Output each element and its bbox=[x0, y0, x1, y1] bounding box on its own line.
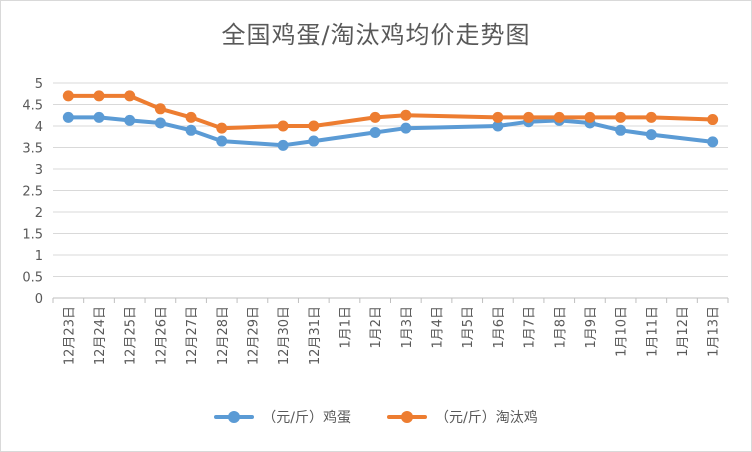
data-point-0 bbox=[615, 124, 627, 136]
y-tick-label: 2.5 bbox=[22, 185, 43, 200]
data-point-1 bbox=[62, 90, 74, 102]
x-tick-label: 12月29日 bbox=[246, 306, 261, 365]
data-point-1 bbox=[615, 111, 627, 123]
data-point-1 bbox=[584, 111, 596, 123]
data-point-0 bbox=[645, 129, 657, 141]
x-tick-label: 12月26日 bbox=[154, 306, 169, 365]
series-lines bbox=[62, 90, 719, 151]
legend-swatch-culled-hens bbox=[387, 411, 427, 423]
data-point-0 bbox=[400, 122, 412, 134]
x-tick-label: 1月3日 bbox=[400, 306, 415, 349]
x-axis-ticks: 12月23日 12月24日 12月25日 12月26日 12月27日 12月28日 12月2… bbox=[62, 306, 721, 365]
data-point-1 bbox=[369, 111, 381, 123]
data-point-1 bbox=[124, 90, 136, 102]
legend-label-culled-hens: （元/斤）淘汰鸡 bbox=[435, 410, 538, 426]
x-tick-label: 12月28日 bbox=[216, 306, 231, 365]
y-tick-label: 3.5 bbox=[22, 142, 43, 157]
legend-swatch-eggs bbox=[214, 411, 255, 423]
x-tick-label: 1月10日 bbox=[615, 306, 630, 357]
data-point-1 bbox=[154, 103, 166, 115]
data-point-1 bbox=[216, 122, 228, 134]
data-point-0 bbox=[216, 135, 228, 147]
legend-label-eggs: （元/斤）鸡蛋 bbox=[262, 410, 351, 426]
x-tick-label: 1月7日 bbox=[523, 306, 538, 349]
data-point-1 bbox=[707, 114, 719, 126]
x-tick-label: 1月2日 bbox=[369, 306, 384, 349]
x-tick-label: 1月13日 bbox=[707, 306, 722, 357]
x-tick-label: 1月11日 bbox=[645, 306, 660, 357]
data-point-1 bbox=[277, 120, 289, 132]
data-point-1 bbox=[400, 109, 412, 121]
data-point-0 bbox=[124, 114, 136, 126]
chart-title: 全国鸡蛋/淘汰鸡均价走势图 bbox=[221, 21, 531, 49]
x-tick-label: 12月24日 bbox=[93, 306, 108, 365]
y-tick-label: 2 bbox=[35, 206, 43, 221]
y-tick-label: 0.5 bbox=[22, 271, 43, 286]
y-tick-label: 4.5 bbox=[22, 99, 43, 114]
legend-item-eggs: （元/斤）鸡蛋 bbox=[214, 407, 351, 427]
y-tick-label: 3 bbox=[35, 163, 43, 178]
x-tick-label: 12月27日 bbox=[185, 306, 200, 365]
legend-item-culled-hens: （元/斤）淘汰鸡 bbox=[387, 407, 538, 427]
data-point-1 bbox=[553, 111, 565, 123]
x-tick-label: 1月1日 bbox=[338, 306, 353, 349]
data-point-0 bbox=[277, 139, 289, 151]
data-point-1 bbox=[645, 111, 657, 123]
x-tick-label: 1月5日 bbox=[461, 306, 476, 349]
x-tick-label: 12月30日 bbox=[277, 306, 292, 365]
data-point-1 bbox=[523, 111, 535, 123]
x-tick-label: 1月8日 bbox=[553, 306, 568, 349]
y-tick-label: 1.5 bbox=[22, 228, 43, 243]
legend: （元/斤）鸡蛋 （元/斤）淘汰鸡 bbox=[1, 407, 751, 427]
data-point-1 bbox=[93, 90, 105, 102]
data-point-0 bbox=[369, 126, 381, 138]
data-point-0 bbox=[492, 120, 504, 132]
data-point-0 bbox=[185, 124, 197, 136]
x-tick-label: 1月6日 bbox=[492, 306, 507, 349]
x-tick-label: 12月23日 bbox=[62, 306, 77, 365]
data-point-0 bbox=[308, 135, 320, 147]
data-point-0 bbox=[93, 111, 105, 123]
y-tick-label: 0 bbox=[35, 292, 43, 307]
x-tick-label: 1月12日 bbox=[676, 306, 691, 357]
data-point-0 bbox=[707, 136, 719, 148]
x-tick-label: 1月9日 bbox=[584, 306, 599, 349]
y-tick-label: 1 bbox=[35, 249, 43, 264]
data-point-1 bbox=[185, 111, 197, 123]
data-point-0 bbox=[62, 111, 74, 123]
x-tick-label: 1月4日 bbox=[431, 306, 446, 349]
x-tick-label: 12月31日 bbox=[308, 306, 323, 365]
y-axis-ticks: 0 0.5 1 1.5 2 2.5 3 3.5 4 4.5 5 bbox=[22, 77, 43, 307]
y-tick-label: 4 bbox=[35, 120, 43, 135]
x-tick-label: 12月25日 bbox=[124, 306, 139, 365]
y-tick-label: 5 bbox=[35, 77, 43, 92]
data-point-1 bbox=[492, 111, 504, 123]
data-point-1 bbox=[308, 120, 320, 132]
data-point-0 bbox=[154, 117, 166, 129]
